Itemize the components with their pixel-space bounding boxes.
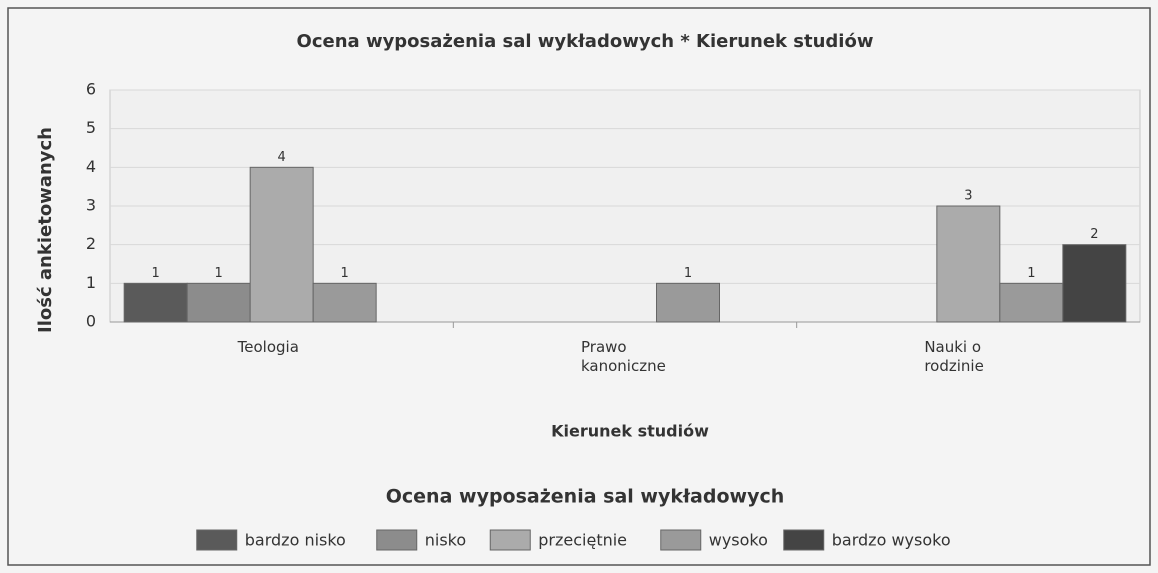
bar — [186, 282, 251, 323]
value-label: 2 — [1090, 227, 1098, 242]
bar — [999, 282, 1064, 323]
legend-title: Ocena wyposażenia sal wykładowych — [386, 486, 785, 508]
y-tick-label: 3 — [86, 196, 96, 215]
y-tick-label: 0 — [86, 312, 96, 331]
value-label: 1 — [684, 266, 692, 281]
legend-swatch — [489, 529, 531, 551]
x-axis-title: Kierunek studiów — [551, 422, 709, 441]
value-label: 4 — [278, 150, 286, 165]
legend-label: nisko — [425, 531, 466, 550]
legend-label: wysoko — [709, 531, 768, 550]
legend-swatch — [196, 529, 238, 551]
y-tick-label: 5 — [86, 118, 96, 137]
legend-label: bardzo nisko — [245, 531, 346, 550]
x-tick-label: Prawo kanoniczne — [581, 338, 666, 375]
bar — [936, 205, 1001, 323]
x-tick-label: Nauki o rodzinie — [924, 338, 984, 375]
legend-swatch — [783, 529, 825, 551]
y-tick-label: 6 — [86, 80, 96, 99]
y-axis-title: Ilość ankietowanych — [35, 127, 56, 333]
legend-label: bardzo wysoko — [832, 531, 951, 550]
x-tick-label: Teologia — [237, 338, 299, 356]
bar — [312, 282, 377, 323]
legend-swatch — [376, 529, 418, 551]
legend-label: przeciętnie — [538, 531, 627, 550]
value-label: 1 — [1027, 266, 1035, 281]
bar — [1062, 244, 1127, 323]
value-label: 1 — [341, 266, 349, 281]
chart-title: Ocena wyposażenia sal wykładowych * Kier… — [297, 31, 874, 52]
value-label: 1 — [152, 266, 160, 281]
y-tick-label: 2 — [86, 234, 96, 253]
legend-swatch — [660, 529, 702, 551]
y-tick-label: 4 — [86, 157, 96, 176]
bar — [249, 166, 314, 323]
y-tick-label: 1 — [86, 273, 96, 292]
bar — [656, 282, 720, 323]
value-label: 1 — [215, 266, 223, 281]
value-label: 3 — [964, 189, 972, 204]
bar — [123, 282, 188, 323]
